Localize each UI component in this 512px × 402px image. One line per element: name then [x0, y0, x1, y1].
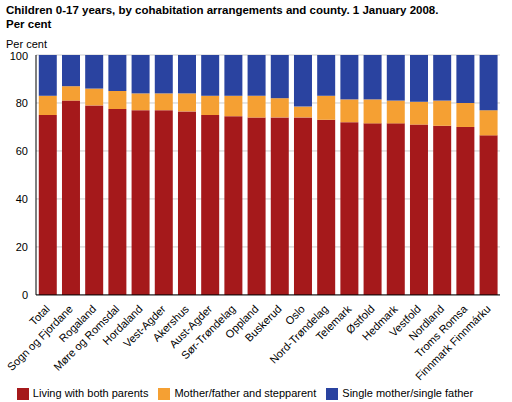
svg-text:Rogaland: Rogaland	[56, 302, 99, 345]
html-text:Per cent: Per cent	[6, 38, 47, 50]
svg-text:Møre og Romsdal: Møre og Romsdal	[51, 302, 122, 373]
svg-text:Vestfold: Vestfold	[386, 302, 423, 339]
svg-text:80: 80	[16, 97, 28, 109]
html-text:Per cent: Per cent	[6, 18, 52, 30]
svg-text:40: 40	[16, 193, 28, 205]
svg-text:Finnmark Finnmárku: Finnmark Finnmárku	[413, 303, 493, 383]
html-text:Children 0-17 years, by cohabi: Children 0-17 years, by cohabitation arr…	[6, 4, 439, 16]
svg-text:100: 100	[10, 50, 28, 62]
html-text:Single mother/single father: Single mother/single father	[342, 386, 474, 399]
svg-text:Nord-Trøndelag: Nord-Trøndelag	[267, 302, 331, 366]
svg-text:Telemark: Telemark	[313, 302, 354, 343]
svg-text:Total: Total	[26, 302, 52, 328]
svg-text:Hedmark: Hedmark	[359, 302, 400, 343]
svg-text:Buskerud: Buskerud	[242, 303, 283, 344]
svg-text:20: 20	[16, 241, 28, 253]
html-text:Mother/father and stepparent: Mother/father and stepparent	[174, 386, 317, 399]
svg-text:Østfold: Østfold	[343, 302, 377, 336]
svg-text:Aust-Agder: Aust-Agder	[166, 302, 215, 351]
svg-text:Oppland: Oppland	[222, 302, 261, 341]
svg-text:0: 0	[22, 289, 28, 301]
html-text:Living with both parents: Living with both parents	[32, 386, 149, 399]
svg-text:Vest-Agder: Vest-Agder	[120, 302, 168, 350]
svg-text:Akershus: Akershus	[150, 302, 191, 344]
svg-text:Sør-Trøndelag: Sør-Trøndelag	[178, 302, 238, 362]
svg-text:Hordaland: Hordaland	[100, 302, 145, 347]
svg-text:Oslo: Oslo	[282, 302, 307, 328]
svg-text:Nordland: Nordland	[406, 302, 447, 343]
svg-text:Troms Romsa: Troms Romsa	[412, 302, 470, 360]
svg-text:60: 60	[16, 145, 28, 157]
